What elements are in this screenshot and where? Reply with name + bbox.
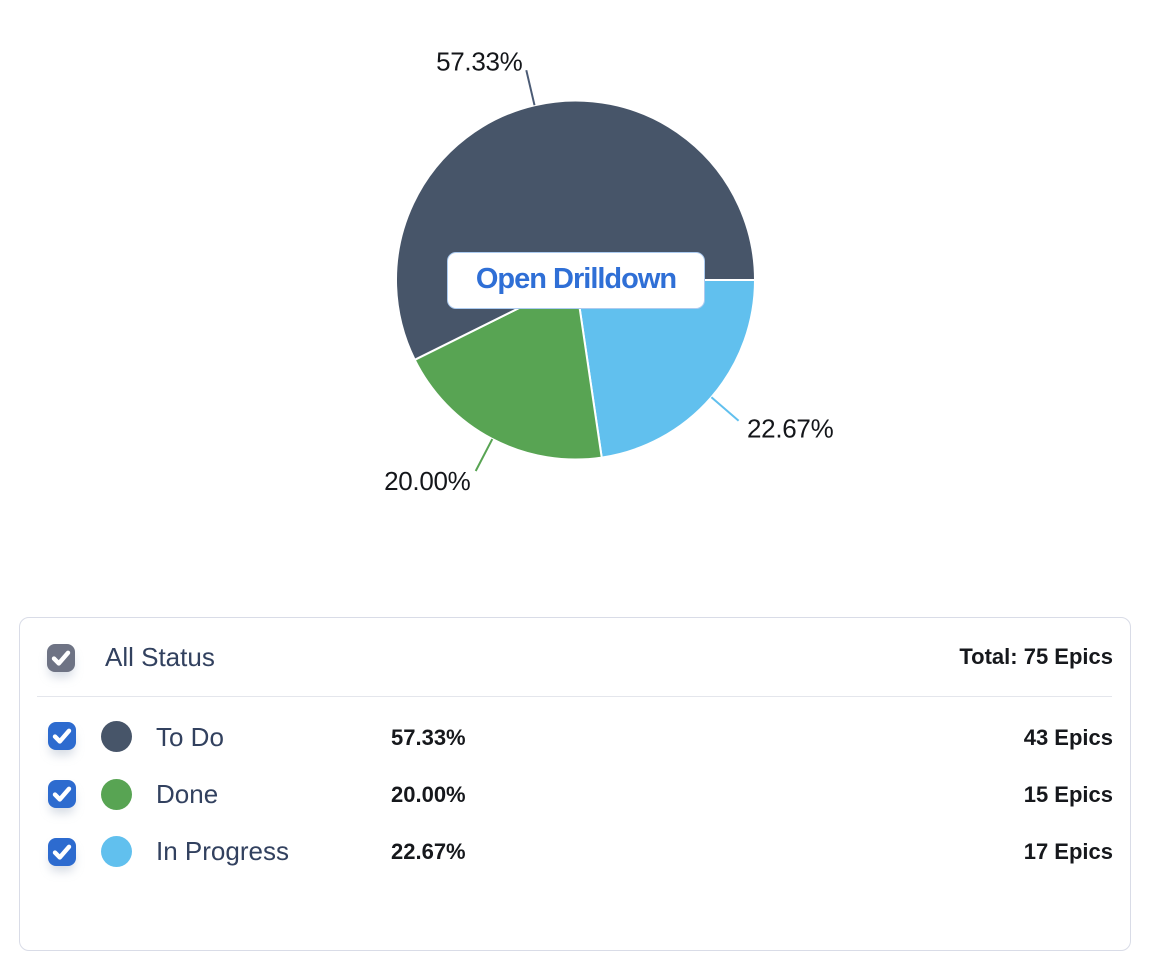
svg-text:22.67%: 22.67%	[747, 414, 834, 444]
svg-text:57.33%: 57.33%	[436, 47, 523, 77]
svg-text:20.00%: 20.00%	[384, 466, 471, 496]
